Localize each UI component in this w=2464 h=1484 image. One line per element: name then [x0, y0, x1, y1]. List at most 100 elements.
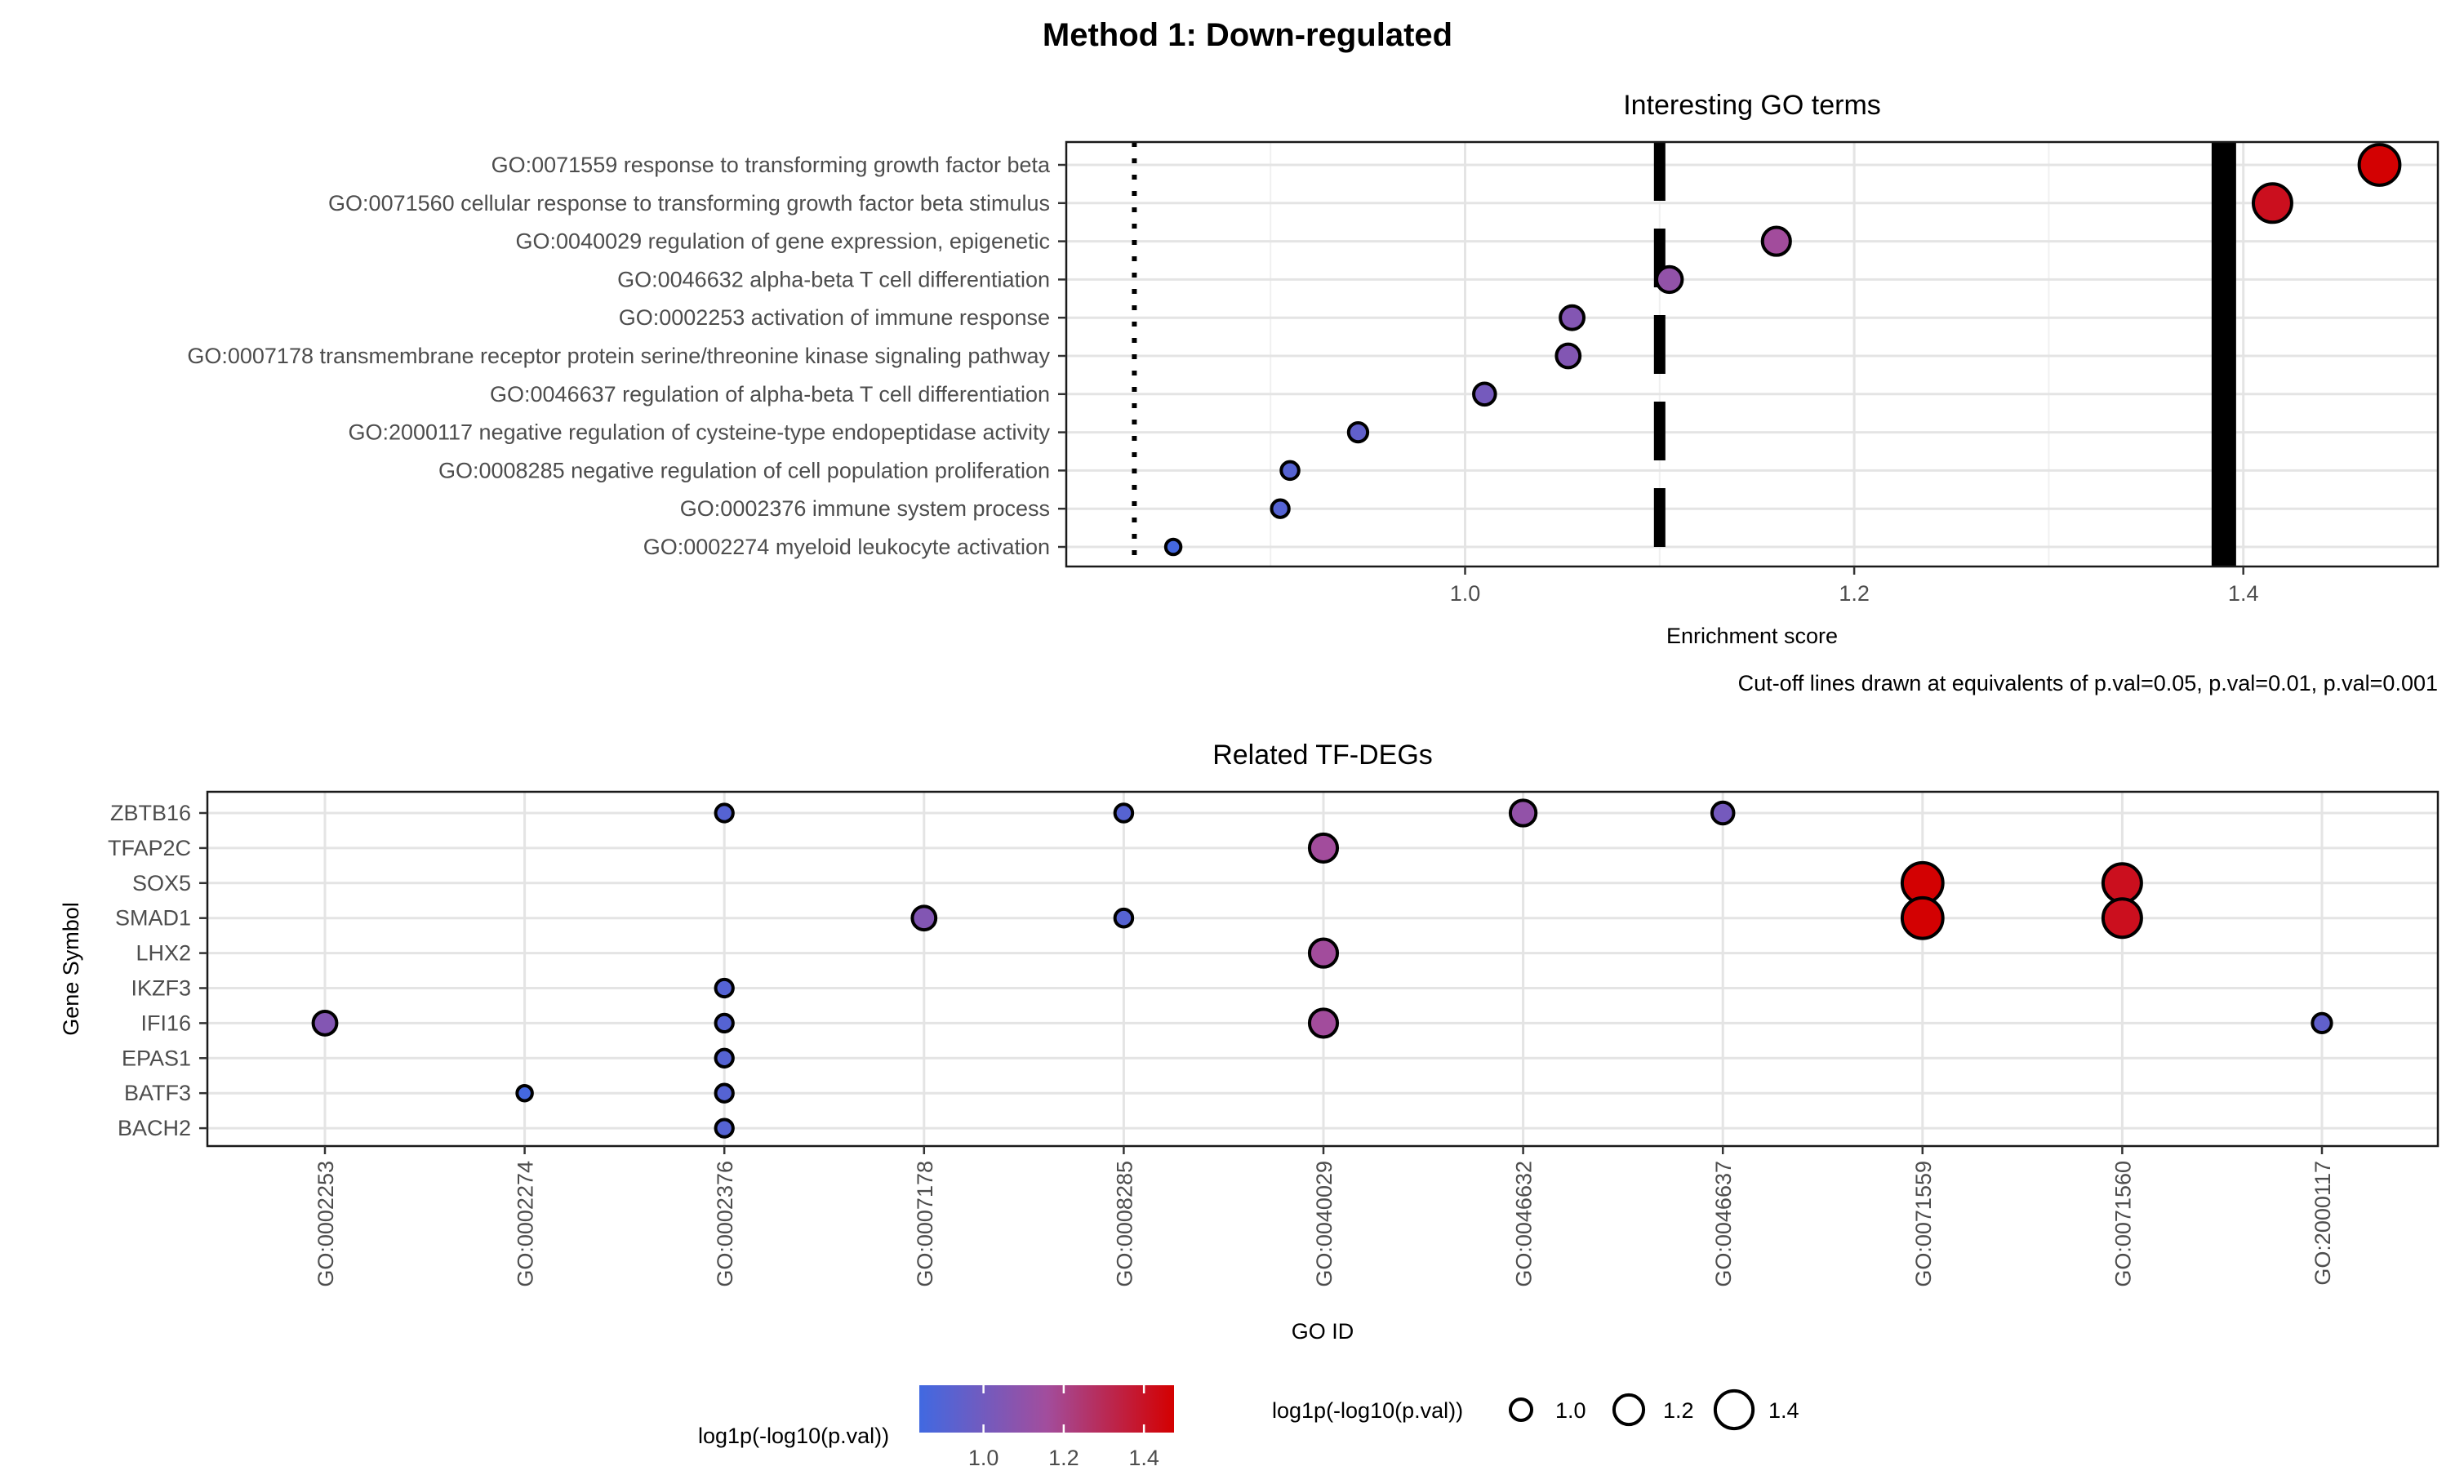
gene-label: EPAS1: [122, 1046, 191, 1070]
go-term-point: [1760, 225, 1792, 257]
color-legend-tick-label: 1.2: [1048, 1446, 1079, 1470]
go-term-point: [1655, 264, 1684, 295]
go-term-point: [1279, 460, 1301, 482]
gene-label: IFI16: [140, 1011, 191, 1035]
go-id-label: GO:0046637: [1711, 1161, 1736, 1287]
go-term-label: GO:0007178 transmembrane receptor protei…: [187, 344, 1050, 368]
tf-degs-panel: Related TF-DEGs ZBTB16 TFAP2C SOX5 SMAD1 LHX…: [59, 740, 2440, 1344]
tf-deg-point: [311, 1009, 339, 1037]
go-id-label: GO:0040029: [1312, 1161, 1337, 1287]
go-terms-plot-border: [1065, 140, 2440, 568]
tf-deg-point: [1307, 1007, 1340, 1039]
tf-deg-point: [1710, 800, 1736, 826]
size-legend-label: 1.0: [1555, 1398, 1586, 1423]
go-terms-title: Interesting GO terms: [1623, 90, 1881, 121]
tf-deg-point: [1508, 798, 1538, 828]
gene-label: TFAP2C: [108, 836, 191, 860]
go-term-point: [1346, 420, 1370, 444]
size-legend-items: 1.0 1.2 1.4: [1508, 1388, 1799, 1431]
tf-degs-x-axis-label: GO ID: [1292, 1319, 1354, 1344]
go-term-label: GO:2000117 negative regulation of cystei…: [348, 420, 1050, 445]
go-term-label: GO:0002376 immune system process: [680, 496, 1050, 521]
go-terms-points: [1163, 143, 2402, 557]
figure-title: Method 1: Down-regulated: [1043, 17, 1452, 53]
go-terms-panel: Interesting GO terms GO:0071559 response…: [187, 90, 2440, 695]
tf-deg-point: [2311, 1011, 2333, 1035]
tf-deg-point: [714, 1082, 735, 1104]
go-terms-x-tick-label: 1.2: [1839, 581, 1870, 606]
gene-label: SMAD1: [115, 906, 191, 931]
tf-deg-point: [2101, 897, 2143, 940]
size-legend-title: log1p(-log10(p.val)): [1272, 1398, 1463, 1423]
go-id-label: GO:0071560: [2110, 1161, 2135, 1287]
tf-deg-point: [515, 1083, 534, 1103]
gene-label: SOX5: [132, 871, 191, 895]
go-term-label: GO:0071559 response to transforming grow…: [491, 153, 1051, 177]
go-term-point: [1559, 304, 1586, 331]
go-term-label: GO:0002253 activation of immune response: [619, 305, 1050, 330]
tf-deg-point: [1307, 832, 1340, 864]
go-id-label: GO:0002274: [514, 1161, 538, 1287]
go-term-point: [2357, 143, 2402, 187]
tf-degs-x-ticks: GO:0002253 GO:0002274 GO:0002376 GO:0007178…: [314, 1146, 2335, 1287]
go-terms-x-axis-label: Enrichment score: [1666, 624, 1838, 648]
go-term-label: GO:0046632 alpha-beta T cell differentia…: [617, 267, 1050, 291]
tf-deg-point: [1113, 907, 1135, 929]
go-id-label: GO:0071559: [1911, 1161, 1936, 1287]
size-legend-circle: [1713, 1388, 1755, 1431]
tf-deg-point: [714, 977, 735, 999]
go-terms-x-ticks: 1.0 1.2 1.4: [1450, 566, 2259, 606]
tf-degs-y-labels: ZBTB16 TFAP2C SOX5 SMAD1 LHX2 IKZF3 IFI16 EPAS1…: [108, 801, 207, 1140]
go-terms-x-tick-label: 1.0: [1450, 581, 1481, 606]
tf-deg-point: [1113, 802, 1135, 824]
go-term-point: [1270, 498, 1291, 519]
size-legend: log1p(-log10(p.val)) 1.0 1.2 1.4: [1272, 1388, 1799, 1431]
size-legend-circle: [1508, 1397, 1534, 1423]
color-legend-tick-label: 1.0: [968, 1446, 999, 1470]
go-term-point: [2251, 182, 2293, 224]
go-term-point: [1163, 537, 1183, 557]
gene-label: LHX2: [136, 941, 191, 966]
go-terms-x-tick-label: 1.4: [2228, 581, 2259, 606]
go-terms-y-labels: GO:0071559 response to transforming grow…: [187, 153, 1066, 559]
tf-deg-point: [1900, 895, 1945, 940]
size-legend-label: 1.2: [1663, 1398, 1694, 1423]
cutoff-caption: Cut-off lines drawn at equivalents of p.…: [1738, 671, 2438, 695]
go-id-label: GO:0046632: [1512, 1161, 1537, 1287]
gene-label: BATF3: [124, 1081, 191, 1105]
size-legend-label: 1.4: [1768, 1398, 1799, 1423]
color-legend-ticks: 1.0 1.2 1.4: [968, 1385, 1159, 1470]
gene-label: BACH2: [118, 1116, 191, 1140]
tf-deg-point: [714, 802, 735, 824]
go-term-label: GO:0008285 negative regulation of cell p…: [438, 458, 1050, 482]
tf-deg-point: [714, 1047, 735, 1069]
go-terms-grid: [1066, 142, 2438, 566]
go-id-label: GO:0002253: [314, 1161, 338, 1287]
go-term-label: GO:0040029 regulation of gene expression…: [516, 229, 1050, 254]
go-id-label: GO:0002376: [713, 1161, 737, 1287]
go-id-label: GO:2000117: [2311, 1161, 2335, 1286]
color-legend-title: log1p(-log10(p.val)): [698, 1424, 889, 1448]
color-legend: log1p(-log10(p.val)) 1.0 1.2 1.4: [698, 1385, 1174, 1470]
tf-deg-point: [714, 1117, 735, 1139]
go-term-point: [1554, 342, 1582, 370]
tf-degs-y-axis-label: Gene Symbol: [59, 902, 83, 1036]
gene-label: ZBTB16: [110, 801, 191, 825]
go-term-point: [1472, 381, 1497, 407]
go-term-label: GO:0071560 cellular response to transfor…: [328, 191, 1050, 215]
tf-deg-point: [714, 1012, 735, 1034]
tf-deg-point: [910, 904, 938, 932]
gene-label: IKZF3: [131, 976, 191, 1001]
go-term-label: GO:0046637 regulation of alpha-beta T ce…: [490, 382, 1050, 407]
color-legend-bar: [919, 1385, 1174, 1433]
tf-deg-point: [2101, 862, 2143, 904]
go-id-label: GO:0007178: [913, 1161, 937, 1287]
color-legend-tick-label: 1.4: [1128, 1446, 1159, 1470]
tf-degs-points: [311, 798, 2333, 1139]
go-id-label: GO:0008285: [1112, 1161, 1136, 1287]
go-term-label: GO:0002274 myeloid leukocyte activation: [643, 535, 1050, 559]
tf-degs-title: Related TF-DEGs: [1212, 740, 1433, 771]
size-legend-circle: [1612, 1393, 1646, 1427]
tf-deg-point: [1307, 937, 1340, 969]
